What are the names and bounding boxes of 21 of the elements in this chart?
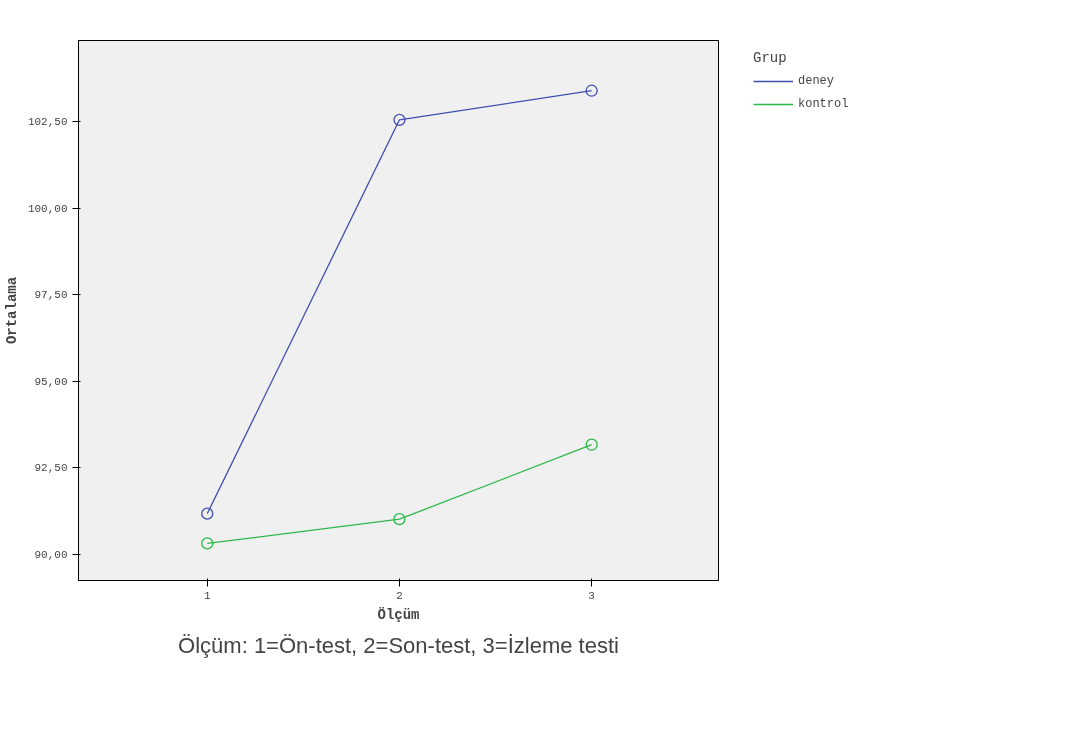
x-axis-title: Ölçüm [377,606,420,623]
point [585,438,598,451]
legend-title: Grup [753,50,788,66]
x-tick-label: 2 [396,589,403,602]
point [393,513,406,526]
y-tick-label: 90,00 [34,549,68,562]
x-tick-label: 1 [203,589,211,602]
point [393,113,406,126]
point [585,84,598,97]
point [201,507,214,520]
y-tick-label: 95,00 [34,375,68,388]
y-tick-label: 92,50 [34,462,68,475]
y-axis-title: Ortalama [3,276,20,345]
text: Ölçüm: 1=Ön-test, 2=Son-test, 3=İzleme testi [178,632,619,658]
x-tick-label: 3 [588,589,595,602]
y-tick-label: 97,50 [34,289,68,302]
y-tick-label: 100,00 [27,202,68,215]
point [201,537,214,550]
legend-label: deney [798,74,835,88]
y-tick-label: 102,50 [27,116,68,129]
legend-label: kontrol [798,97,849,111]
